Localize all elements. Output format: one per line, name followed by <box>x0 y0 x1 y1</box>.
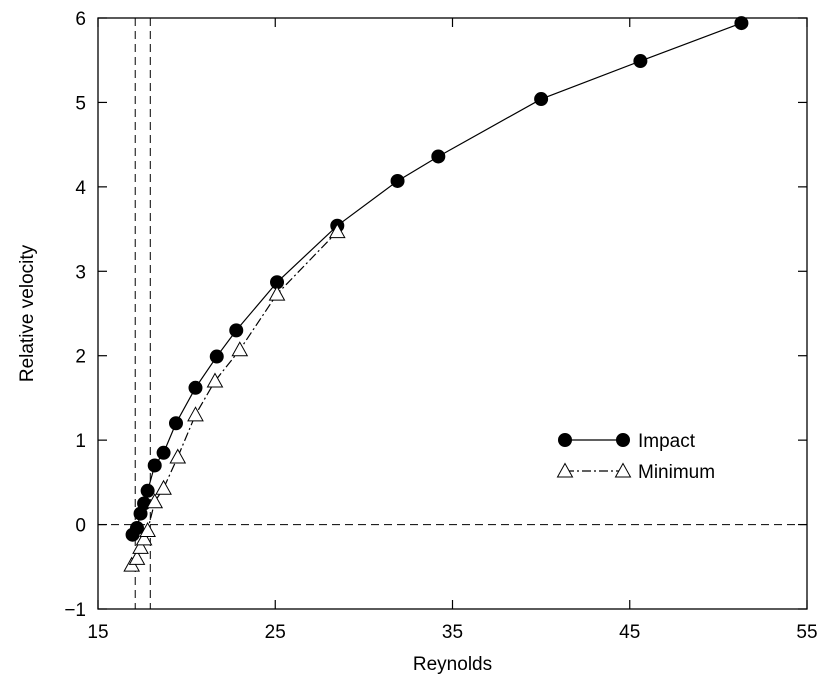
data-point-impact <box>147 458 162 473</box>
legend-marker-impact <box>616 433 630 447</box>
data-point-minimum <box>146 493 164 509</box>
legend: Impact Minimum <box>556 431 715 483</box>
data-point-impact <box>390 173 405 188</box>
data-point-minimum <box>268 285 286 301</box>
data-point-minimum <box>128 549 146 565</box>
y-tick-label: 1 <box>75 431 86 452</box>
data-point-minimum <box>132 538 149 554</box>
y-tick-label: 4 <box>75 178 86 199</box>
data-point-impact <box>188 380 203 395</box>
series-line-minimum <box>131 231 338 566</box>
data-point-minimum <box>135 530 153 546</box>
x-tick-label: 15 <box>87 622 108 643</box>
y-axis: −1 0 1 2 3 4 5 6 <box>64 9 807 621</box>
data-point-impact <box>633 54 648 69</box>
series-minimum <box>123 223 346 572</box>
plot-frame <box>97 17 808 610</box>
data-point-impact <box>229 323 244 338</box>
x-tick-label: 25 <box>265 622 286 643</box>
y-tick-label: 2 <box>75 347 86 368</box>
data-point-minimum <box>169 448 187 464</box>
y-tick-label: 3 <box>75 262 86 283</box>
legend-label-minimum: Minimum <box>638 462 715 483</box>
data-point-impact <box>140 483 155 498</box>
y-tick-label: 5 <box>75 93 86 114</box>
data-point-minimum <box>328 223 346 239</box>
x-axis: 15 25 35 45 55 <box>87 18 818 643</box>
x-axis-label: Reynolds <box>413 654 492 675</box>
data-point-minimum <box>187 406 204 422</box>
legend-marker-impact <box>558 433 572 447</box>
data-point-impact <box>534 92 549 107</box>
data-point-minimum <box>155 479 172 495</box>
x-tick-label: 55 <box>796 622 817 643</box>
y-axis-label: Relative velocity <box>17 244 38 382</box>
x-tick-label: 35 <box>442 622 463 643</box>
data-point-minimum <box>139 521 156 537</box>
y-tick-label: −1 <box>64 600 86 621</box>
legend-marker-minimum <box>556 462 574 478</box>
data-point-impact <box>734 16 749 31</box>
data-point-minimum <box>231 341 249 357</box>
legend-label-impact: Impact <box>638 431 696 452</box>
data-point-impact <box>431 149 446 164</box>
reference-lines <box>98 18 807 609</box>
data-point-impact <box>156 445 171 460</box>
y-tick-label: 0 <box>75 516 86 537</box>
series-layer <box>123 16 749 572</box>
data-point-impact <box>209 349 224 364</box>
x-tick-label: 45 <box>619 622 640 643</box>
data-point-impact <box>129 520 144 535</box>
series-line-impact <box>132 22 742 536</box>
data-point-impact <box>168 416 183 431</box>
data-point-minimum <box>206 372 224 388</box>
legend-marker-minimum <box>614 462 632 478</box>
y-tick-label: 6 <box>75 9 86 30</box>
